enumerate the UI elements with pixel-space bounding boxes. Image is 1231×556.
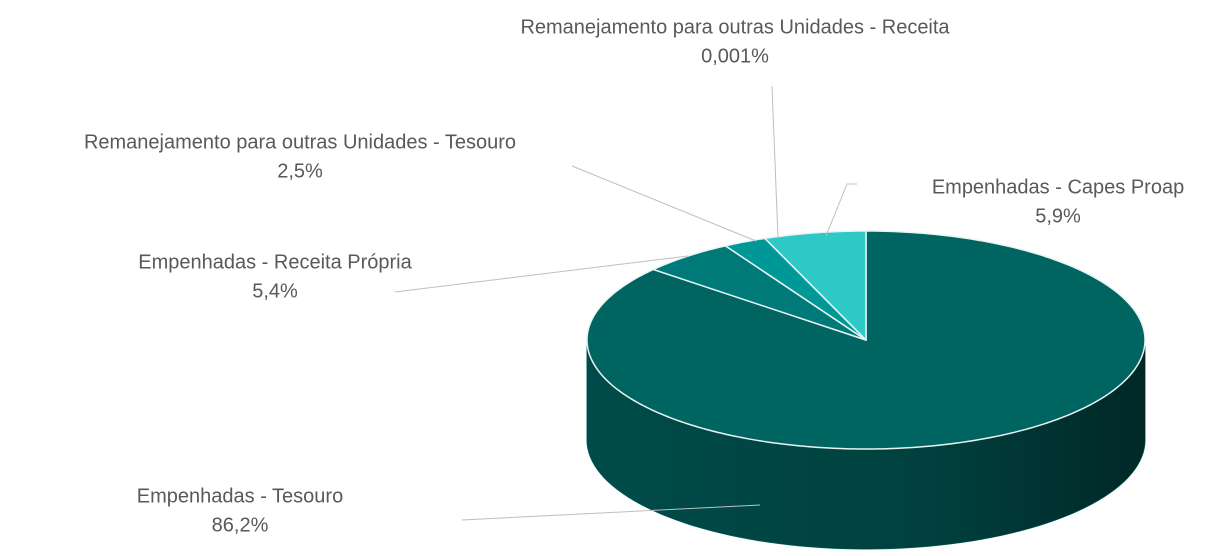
slice-label: Empenhadas - Capes Proap [932,176,1184,198]
leader-line [771,85,779,239]
slice-value-label: 86,2% [212,514,269,536]
slice-value-label: 2,5% [277,160,323,182]
slice-label: Empenhadas - Receita Própria [138,251,412,273]
leader-line [461,504,761,521]
leader-line [394,255,689,293]
slice-value-label: 5,4% [252,280,298,302]
leader-line [571,165,757,242]
slice-value-label: 5,9% [1035,205,1081,227]
leader-line [825,183,857,237]
slice-label: Remanejamento para outras Unidades - Tes… [84,131,516,153]
slice-label: Remanejamento para outras Unidades - Rec… [520,16,950,38]
pie-slice [724,237,867,341]
slice-label: Empenhadas - Tesouro [137,485,343,507]
pie-side-shade [587,340,1145,549]
slice-value-label: 0,001% [701,45,769,67]
